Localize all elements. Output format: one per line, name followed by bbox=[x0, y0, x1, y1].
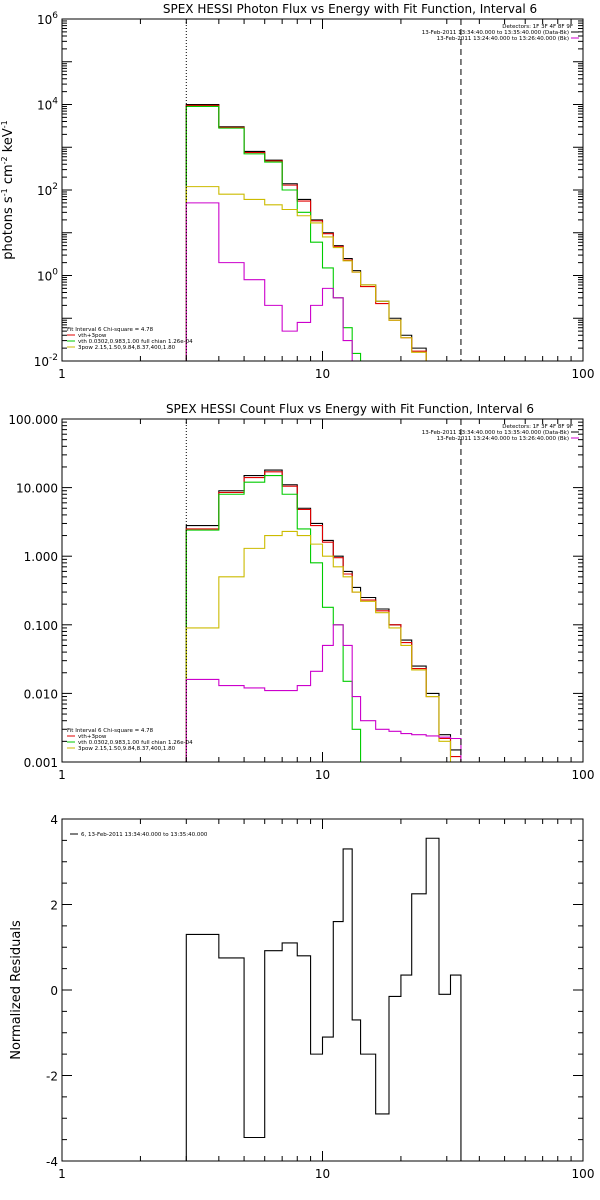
count-series-vth bbox=[185, 474, 461, 762]
residuals-panel: Normalized Residuals 1 10 100 -4 -2 0 2 4 6, 13… bbox=[9, 813, 594, 1181]
residual-legend-top-entry: 6, 13-Feb-2011 13:34:40.000 to 13:35:40.… bbox=[81, 832, 208, 838]
residual-y-tick-label: -4 bbox=[46, 1155, 58, 1169]
photon-fit-legend-entry: vth+3pow bbox=[78, 333, 107, 339]
photon-flux-ylabel: photons s-1 cm-2 keV-1 bbox=[0, 120, 16, 259]
photon-fit-legend-entry: vth 0.0302,0.983,1.00 full chian 1.26e-0… bbox=[78, 339, 193, 345]
count-y-tick-label: 10.000 bbox=[16, 482, 58, 496]
count-y-tick-label: 0.010 bbox=[24, 687, 58, 701]
count-legend-top-entry: 13-Feb-2011 13:34:40.000 to 13:35:40.000… bbox=[422, 430, 569, 436]
count-x-tick-label: 10 bbox=[315, 768, 330, 782]
photon-y-tick-label: 10-2 bbox=[34, 353, 58, 369]
count-series-3pow bbox=[185, 530, 461, 762]
photon-fit-legend-entry: 3pow 2.15,1.50,9.84,8.37,400,1.80 bbox=[78, 345, 176, 351]
count-fit-legend-title: Fit Interval 6 Chi-square = 4.78 bbox=[67, 728, 154, 734]
count-y-tick-label: 0.001 bbox=[24, 756, 58, 770]
count-fit-legend-entry: vth+3pow bbox=[78, 734, 107, 740]
photon-series-3pow bbox=[185, 186, 461, 361]
residuals-ylabel: Normalized Residuals bbox=[9, 920, 24, 1060]
count-x-tick-label: 1 bbox=[58, 768, 66, 782]
residual-y-tick-label: -2 bbox=[46, 1070, 58, 1084]
photon-x-tick-label: 1 bbox=[58, 367, 66, 381]
photon-flux-title: SPEX HESSI Photon Flux vs Energy with Fi… bbox=[163, 2, 537, 16]
residual-x-tick-label: 1 bbox=[58, 1167, 66, 1181]
residual-x-tick-label: 100 bbox=[572, 1167, 595, 1181]
photon-x-tick-label: 10 bbox=[315, 367, 330, 381]
photon-x-tick-label: 100 bbox=[572, 367, 595, 381]
count-x-tick-label: 100 bbox=[572, 768, 595, 782]
count-y-tick-label: 100.000 bbox=[8, 413, 58, 427]
photon-flux-panel: SPEX HESSI Photon Flux vs Energy with Fi… bbox=[0, 2, 594, 381]
residual-x-tick-label: 10 bbox=[315, 1167, 330, 1181]
photon-legend-top-entry: 13-Feb-2011 13:24:40.000 to 13:26:40.000… bbox=[437, 36, 569, 42]
count-flux-panel: SPEX HESSI Count Flux vs Energy with Fit… bbox=[8, 402, 594, 782]
count-fit-legend-entry: 3pow 2.15,1.50,9.84,8.37,400,1.80 bbox=[78, 746, 176, 752]
count-flux-title: SPEX HESSI Count Flux vs Energy with Fit… bbox=[166, 402, 534, 416]
count-detectors-label: Detectors: 1F 3F 4F 8F 9F bbox=[502, 424, 573, 430]
residual-y-tick-label: 4 bbox=[50, 813, 58, 827]
photon-legend-top-entry: 13-Feb-2011 13:34:40.000 to 13:35:40.000… bbox=[422, 30, 569, 36]
count-legend-top-entry: 13-Feb-2011 13:24:40.000 to 13:26:40.000… bbox=[437, 436, 569, 442]
photon-series-bk bbox=[185, 202, 461, 361]
residual-y-tick-label: 2 bbox=[50, 899, 58, 913]
photon-series-vth bbox=[185, 105, 461, 361]
residual-y-tick-label: 0 bbox=[50, 984, 58, 998]
photon-fit-legend-title: Fit Interval 6 Chi-square = 4.78 bbox=[67, 327, 154, 333]
count-series-bk bbox=[185, 624, 462, 762]
photon-y-tick-label: 106 bbox=[37, 11, 58, 27]
count-y-tick-label: 1.000 bbox=[24, 550, 58, 564]
count-y-tick-label: 0.100 bbox=[24, 619, 58, 633]
photon-detectors-label: Detectors: 1F 3F 4F 8F 9F bbox=[502, 24, 573, 30]
count-fit-legend-entry: vth 0.0302,0.983,1.00 full chian 1.26e-0… bbox=[78, 740, 193, 746]
photon-y-tick-label: 104 bbox=[37, 97, 58, 113]
photon-y-tick-label: 102 bbox=[37, 182, 58, 198]
photon-y-tick-label: 100 bbox=[37, 268, 58, 284]
photon-series-data-bk bbox=[185, 103, 461, 361]
residual-series-residuals bbox=[185, 837, 462, 1161]
